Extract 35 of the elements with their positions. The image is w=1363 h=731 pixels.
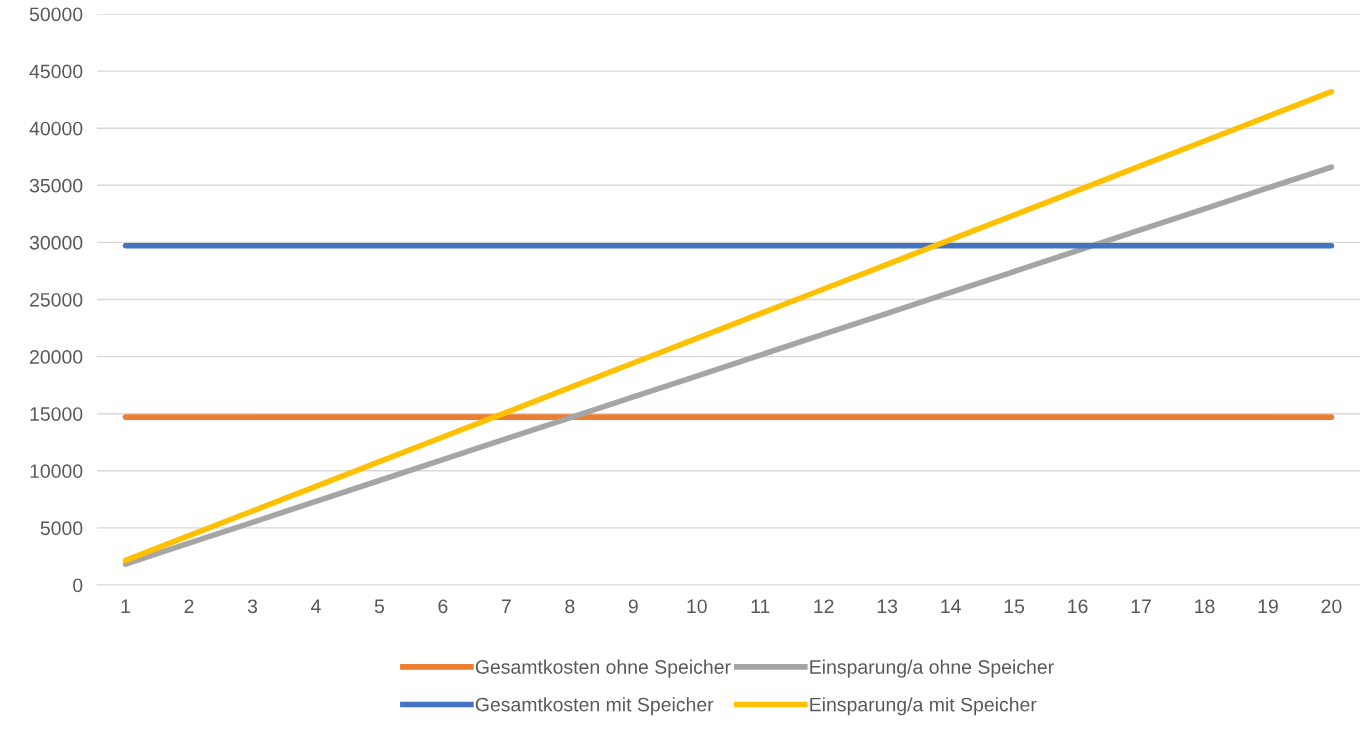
x-tick-label: 12 (814, 599, 834, 613)
y-tick-label: 40000 (29, 121, 83, 136)
x-tick-label: 3 (247, 599, 258, 614)
x-tick-label: 9 (628, 599, 638, 614)
x-tick-label: 1 (121, 599, 131, 613)
x-tick-label: 2 (184, 599, 194, 613)
x-tick-label: 15 (1004, 599, 1025, 614)
y-tick-label: 5000 (40, 521, 83, 536)
y-tick-label: 15000 (30, 407, 83, 421)
legend-label: Gesamtkosten mit Speicher (475, 697, 714, 716)
x-tick-label: 20 (1321, 599, 1342, 614)
x-tick-label: 7 (501, 599, 511, 613)
x-tick-label: 13 (877, 599, 898, 614)
y-tick-label: 25000 (30, 292, 83, 307)
y-tick-label: 30000 (29, 235, 83, 250)
legend-label: Einsparung/a mit Speicher (810, 697, 1037, 716)
y-tick-label: 10000 (30, 464, 83, 479)
x-tick-label: 14 (941, 599, 961, 613)
x-tick-label: 5 (374, 599, 385, 614)
x-tick-label: 6 (438, 599, 448, 614)
y-tick-label: 20000 (30, 350, 83, 364)
legend-label: Gesamtkosten ohne Speicher (475, 659, 731, 678)
x-tick-label: 4 (311, 599, 321, 613)
x-tick-label: 11 (751, 599, 770, 613)
x-tick-label: 8 (565, 599, 575, 614)
legend-label: Einsparung/a ohne Speicher (810, 659, 1054, 678)
x-tick-label: 10 (687, 599, 707, 614)
x-tick-label: 16 (1068, 599, 1088, 614)
x-tick-label: 19 (1258, 599, 1278, 614)
y-tick-label: 50000 (29, 7, 83, 22)
y-tick-label: 0 (73, 578, 83, 593)
x-tick-label: 18 (1195, 599, 1215, 614)
y-tick-label: 35000 (29, 178, 83, 193)
x-tick-label: 17 (1131, 599, 1151, 613)
y-tick-label: 45000 (29, 64, 83, 79)
